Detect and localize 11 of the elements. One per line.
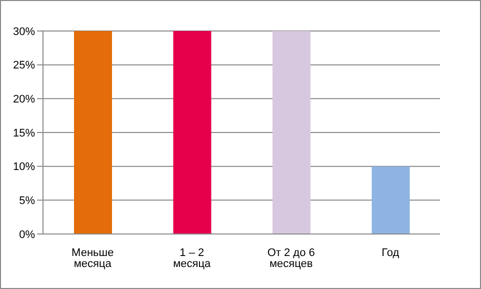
x-tick-label: Меньше месяца [72,246,114,270]
x-tick-label: 1 – 2 месяца [173,246,212,270]
y-tick-label: 0% [19,228,36,241]
x-tick-label: От 2 до 6 месяцев [267,246,315,270]
y-tick-label: 10% [12,161,36,174]
y-tick-label: 25% [12,60,36,72]
y-tick-label: 20% [12,94,36,106]
y-tick-label: 15% [12,127,36,140]
y-tick-label: 30% [12,26,36,38]
x-tick-label: Год [382,246,400,259]
y-tick-label: 5% [19,195,36,208]
